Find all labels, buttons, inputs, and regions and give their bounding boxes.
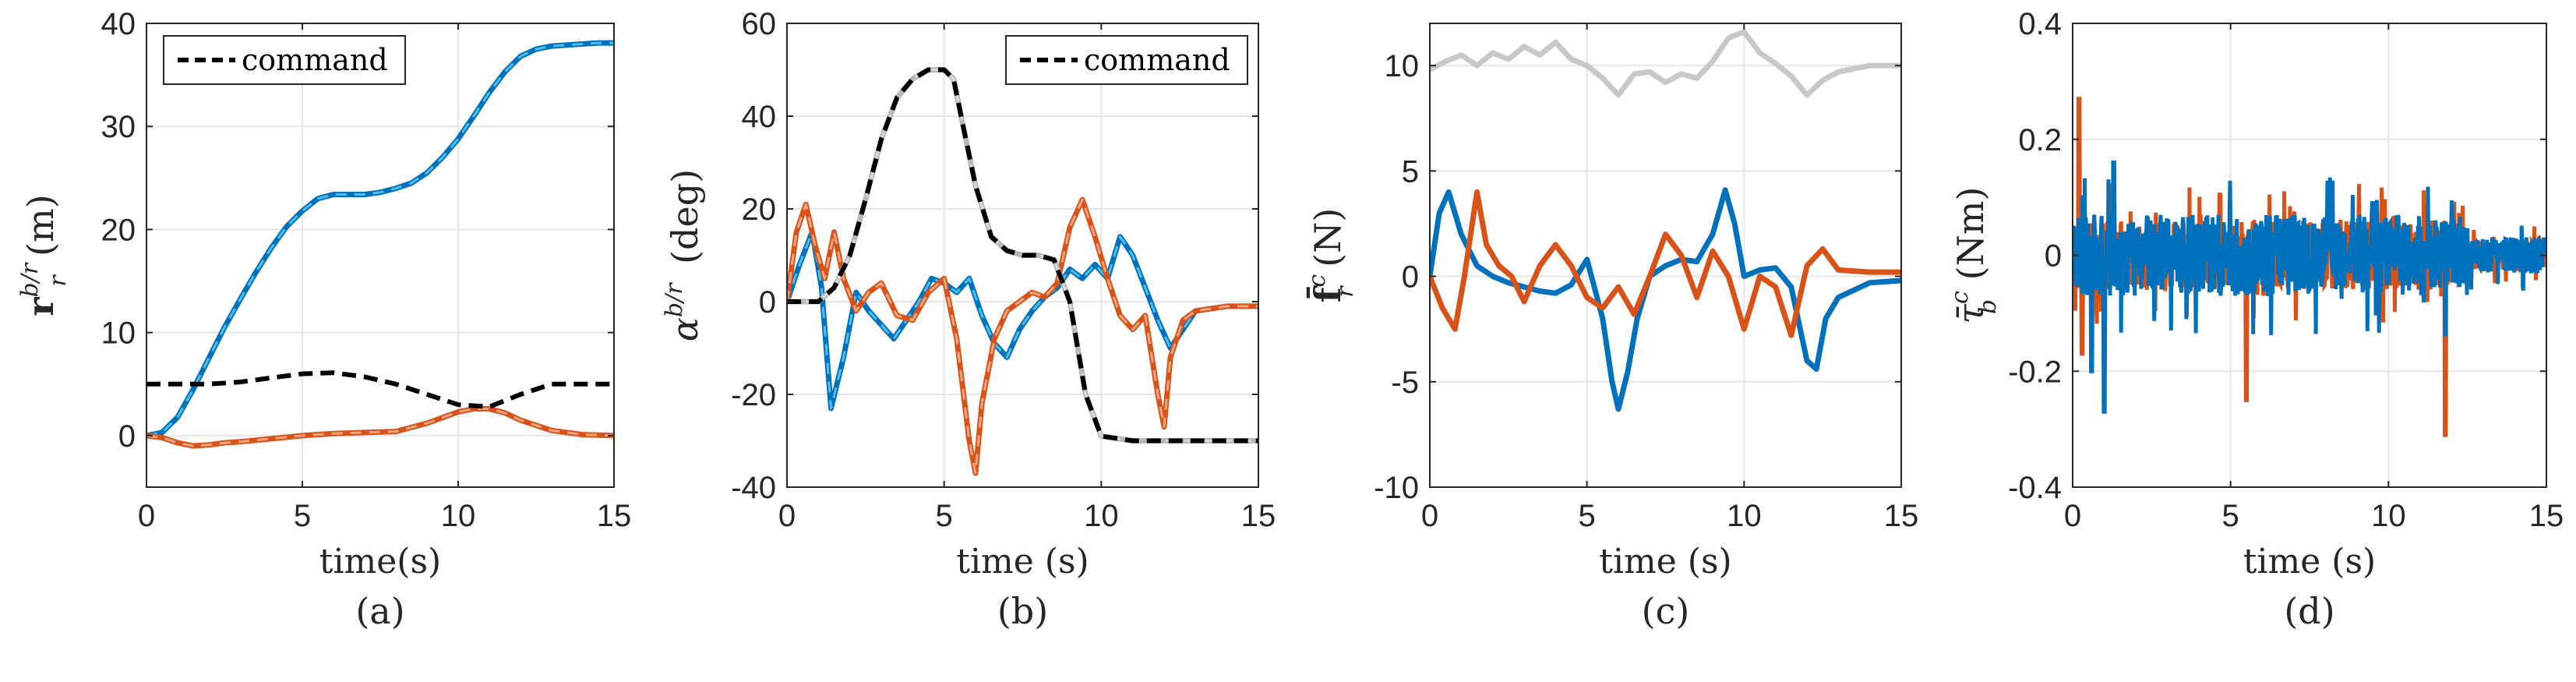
y-tick-label: 20 [101, 213, 136, 247]
chart-a: 0 5 10 15 0 10 20 30 40 time(s) rb/rr (m) (a) comman… [16, 7, 631, 632]
series-pitch [787, 196, 1258, 476]
x-tick-label: 15 [1884, 499, 1919, 533]
x-tick-label: 5 [936, 499, 953, 533]
axes-box [146, 23, 615, 488]
series-tau_y [2073, 161, 2546, 414]
y-tick-label: 40 [101, 7, 136, 41]
x-tick-label: 10 [1084, 499, 1119, 533]
y-tick-label: -0.4 [2008, 471, 2062, 505]
y-axis-label: rb/rr (m) [16, 194, 72, 316]
series-fy [1430, 189, 1901, 338]
series-x-reference [146, 41, 614, 437]
y-tick-label: 20 [742, 193, 777, 227]
y-tick-label: -40 [731, 471, 776, 505]
x-axis-label: time (s) [2243, 542, 2376, 581]
y-tick-label: 30 [101, 110, 136, 144]
x-axis-label: time (s) [956, 542, 1089, 581]
axes-box [1429, 23, 1902, 488]
panel-caption: (a) [355, 590, 404, 632]
y-tick-label: 0 [118, 419, 136, 454]
panel-caption: (b) [997, 590, 1048, 632]
series-group [787, 67, 1258, 476]
series-y-reference [146, 408, 614, 447]
legend-label: command [242, 43, 388, 77]
series-group [146, 40, 614, 449]
y-tick-label: -5 [1391, 366, 1419, 400]
legend: command [1005, 35, 1248, 85]
y-axis-label: αb/r (deg) [661, 169, 706, 341]
x-axis-label: time (s) [1599, 542, 1731, 581]
chart-b: 0 5 10 15 -40 -20 0 20 40 60 time (s) αb/r (deg) (b)… [661, 7, 1276, 632]
y-axis-label: τ̄cb (Nm) [1946, 187, 2002, 324]
x-tick-label: 5 [2222, 499, 2239, 533]
y-tick-label: -20 [731, 378, 776, 412]
panel-caption: (c) [1642, 590, 1690, 632]
x-tick-label: 0 [2064, 499, 2081, 533]
x-tick-label: 10 [1727, 499, 1762, 533]
x-axis-label: time(s) [319, 542, 441, 581]
series-command [787, 67, 1258, 443]
chart-c: 0 5 10 15 -10 -5 0 5 10 time (s) f̄cr (N) (c) [1304, 23, 1918, 632]
y-axis-label: f̄cr (N) [1304, 208, 1359, 303]
y-tick-label: 5 [1402, 154, 1419, 189]
x-tick-label: 10 [2371, 499, 2406, 533]
legend-label: command [1084, 43, 1230, 77]
plot-area [1430, 23, 1901, 487]
x-tick-label: 5 [1579, 499, 1596, 533]
y-tick-label: -10 [1374, 471, 1419, 505]
y-tick-label: 0 [1402, 260, 1419, 295]
x-tick-label: 15 [597, 499, 632, 533]
x-tick-label: 15 [2529, 499, 2564, 533]
axes-box [786, 23, 1259, 488]
chart-d: 0 5 10 15 -0.4 -0.2 0 0.2 0.4 time (s) τ̄cb (Nm) (d… [1946, 7, 2564, 632]
legend: command [163, 35, 406, 85]
y-tick-label: -0.2 [2008, 355, 2062, 389]
x-tick-label: 15 [1241, 499, 1276, 533]
series-fz [1430, 29, 1901, 98]
y-tick-label: 0.2 [2018, 123, 2062, 157]
y-tick-label: 60 [742, 7, 777, 41]
y-tick-label: 0 [759, 285, 776, 320]
series-group [1430, 29, 1901, 412]
y-tick-label: 10 [1385, 49, 1420, 83]
y-tick-label: 0 [2045, 239, 2062, 274]
panel-caption: (d) [2284, 590, 2334, 632]
x-tick-label: 0 [1421, 499, 1438, 533]
x-tick-label: 5 [294, 499, 311, 533]
y-tick-label: 0.4 [2018, 7, 2062, 41]
x-tick-label: 10 [441, 499, 476, 533]
y-tick-label: 10 [101, 316, 136, 351]
series-command [146, 370, 614, 409]
plot-area [146, 23, 614, 487]
series-group [2073, 97, 2546, 437]
x-tick-label: 0 [778, 499, 796, 533]
y-tick-label: 40 [742, 100, 777, 134]
x-tick-label: 0 [138, 499, 155, 533]
